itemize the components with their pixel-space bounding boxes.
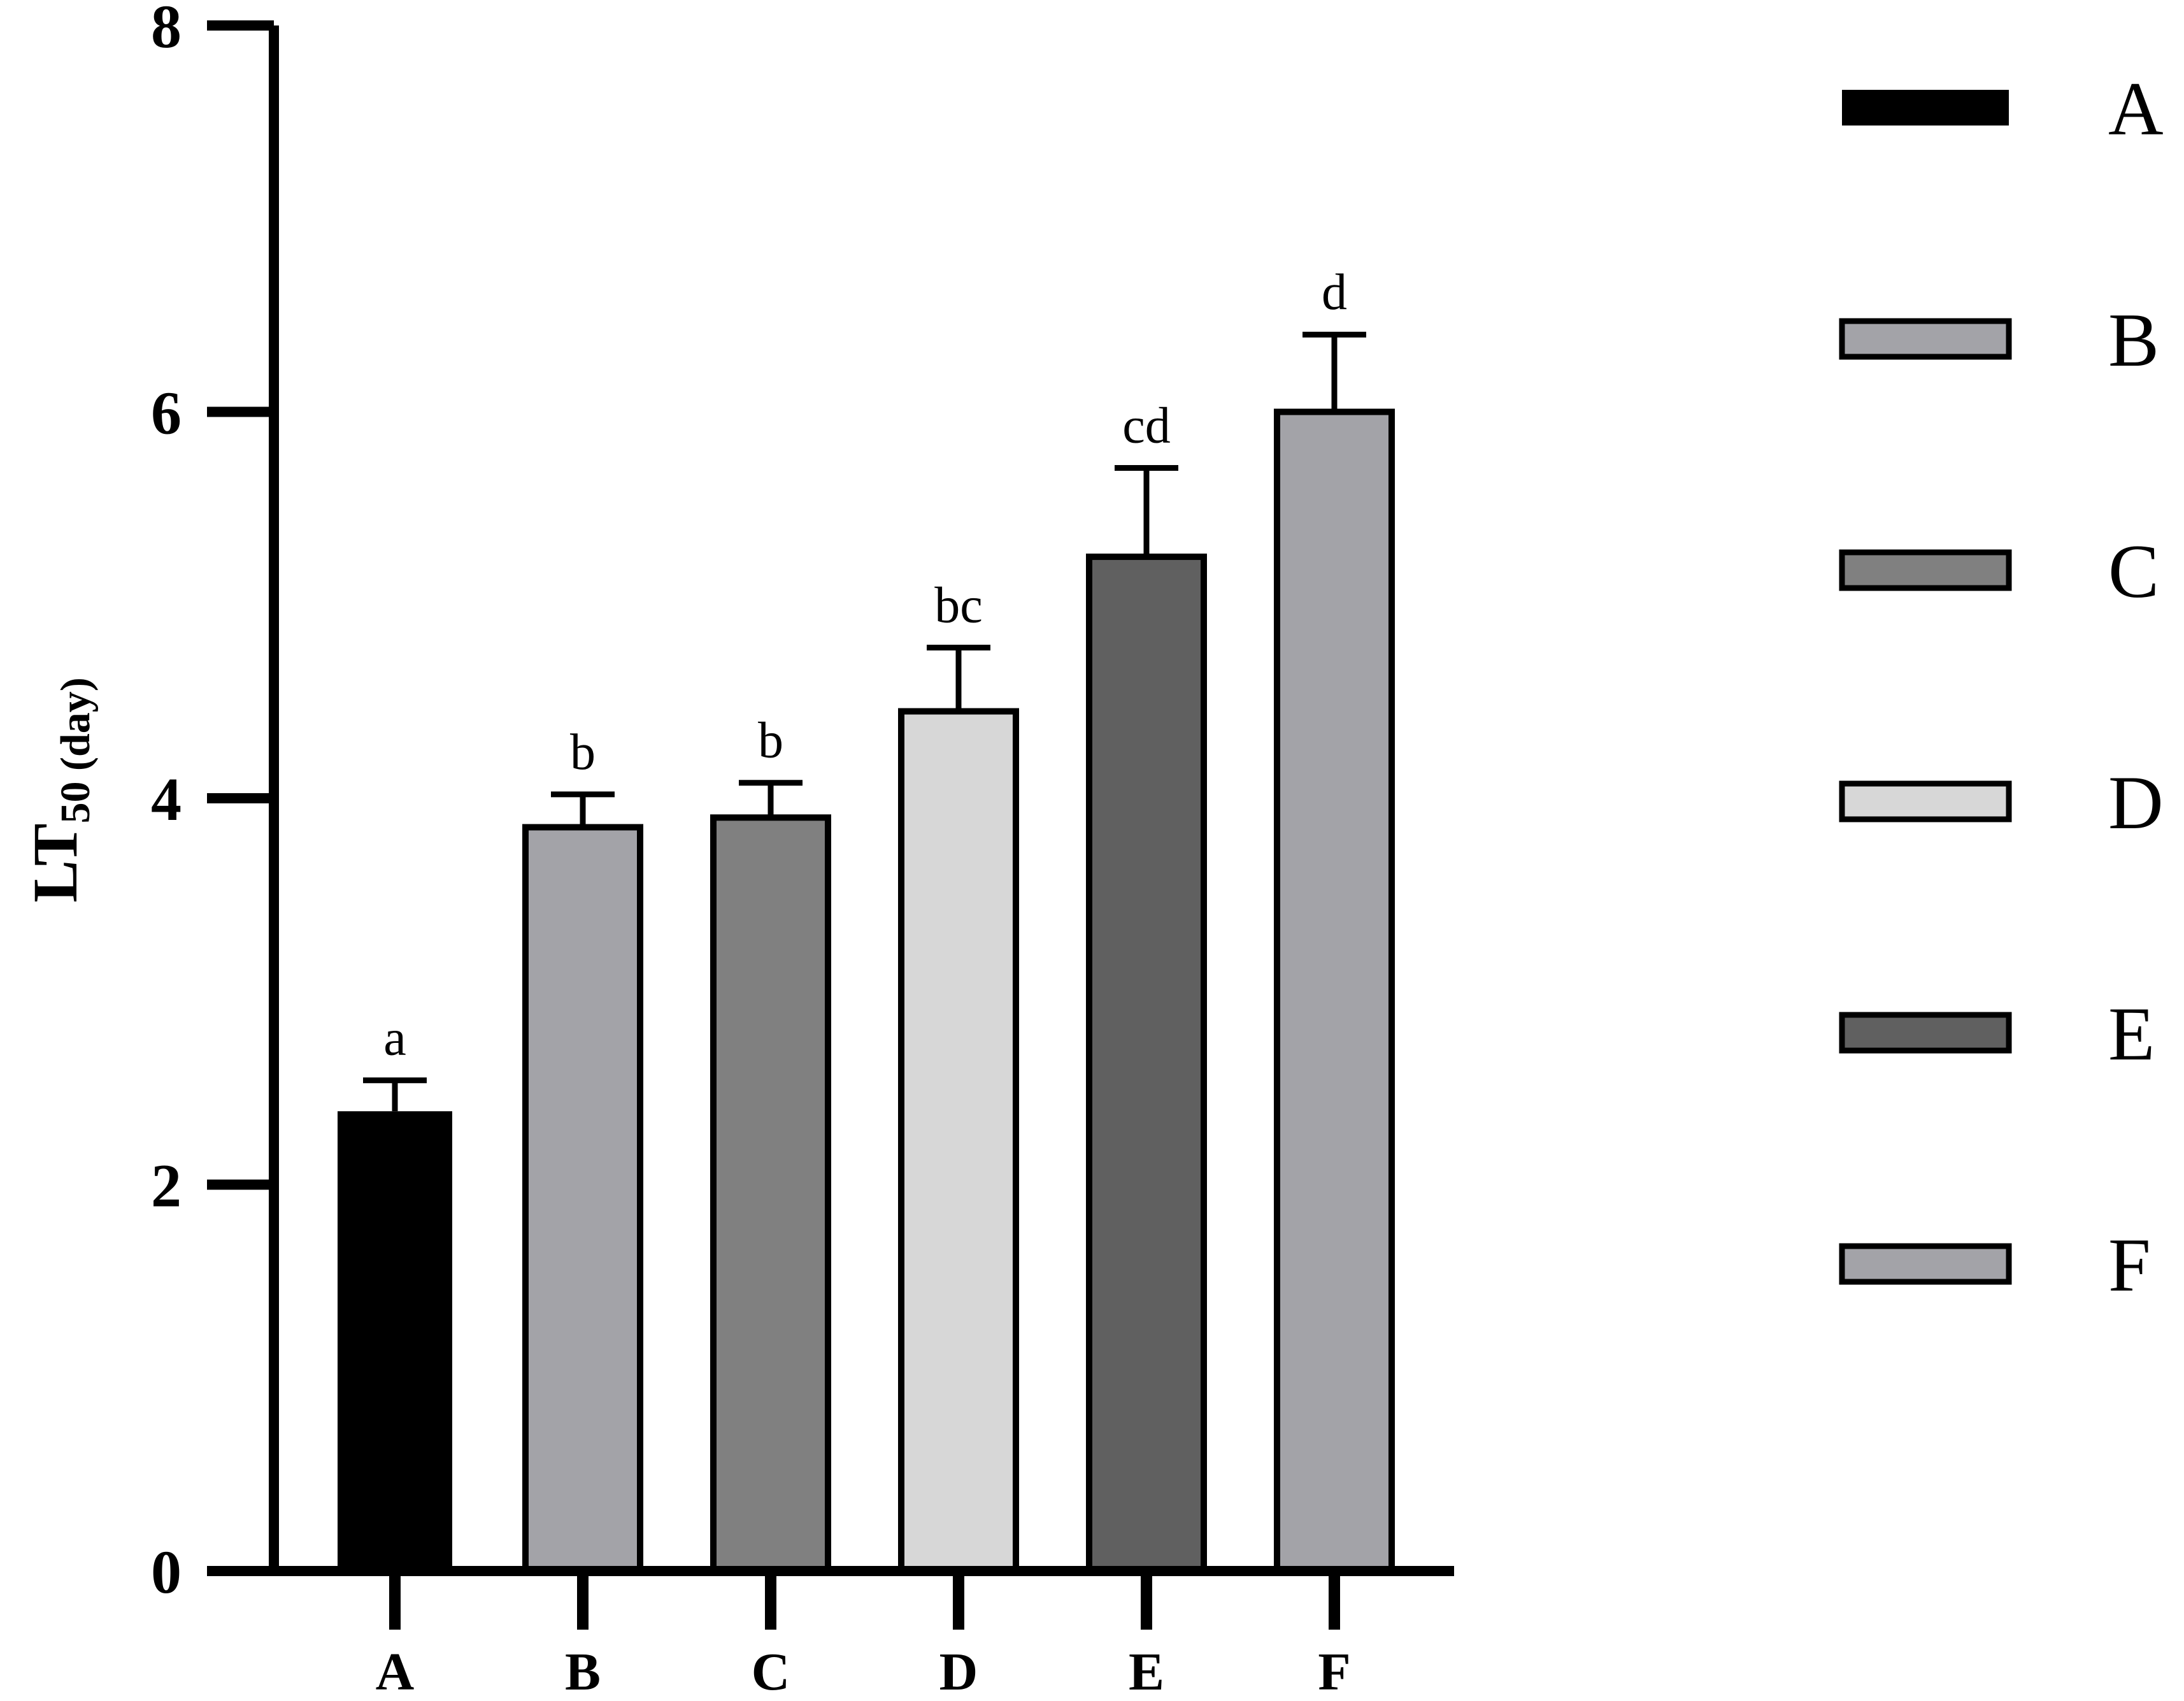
legend-swatch-c [1839, 549, 2012, 591]
bar-d [898, 708, 1019, 1574]
significance-label-e: cd [1122, 398, 1171, 454]
y-tick-label-6: 6 [151, 379, 182, 447]
bar-b [522, 824, 643, 1574]
bar-f [1274, 408, 1395, 1574]
bars-group [338, 408, 1395, 1574]
significance-label-d: bc [934, 577, 983, 633]
y-tick-label-4: 4 [151, 765, 182, 833]
legend-swatch-d [1839, 780, 2012, 822]
legend-label-e: E [2108, 991, 2155, 1076]
legend-label-d: D [2108, 760, 2164, 845]
significance-label-c: b [758, 713, 783, 769]
y-tick-label-8: 8 [151, 0, 182, 61]
error-bars-group [363, 331, 1366, 1112]
y-tick-label-2: 2 [151, 1152, 182, 1220]
x-tick-label-e: E [1129, 1642, 1164, 1701]
legend-label-c: C [2108, 529, 2159, 614]
bar-a [338, 1111, 452, 1571]
legend-label-f: F [2108, 1223, 2151, 1307]
significance-label-f: d [1322, 264, 1347, 320]
x-tick-label-b: B [565, 1642, 601, 1701]
axes-group: A B C D E F 0 2 4 6 8 [151, 0, 1454, 1701]
legend-swatch-b [1839, 318, 2012, 360]
significance-label-a: a [383, 1010, 406, 1066]
x-tick-label-a: A [376, 1642, 415, 1701]
legend-swatch-f [1839, 1243, 2012, 1285]
y-tick-label-0: 0 [151, 1538, 182, 1606]
legend: A B C D E F [1839, 66, 2164, 1307]
x-tick-label-f: F [1318, 1642, 1350, 1701]
bar-c [710, 814, 831, 1574]
svg-text:LT50 (day): LT50 (day) [20, 677, 99, 902]
x-tick-label-d: D [939, 1642, 978, 1701]
bar-e [1086, 553, 1207, 1574]
legend-swatch-e [1839, 1012, 2012, 1054]
y-axis-label-subscript: 50 (day) [52, 677, 99, 823]
legend-label-a: A [2108, 66, 2164, 151]
legend-swatch-a [1842, 90, 2009, 126]
y-axis-label: LT50 (day) [20, 677, 99, 902]
significance-labels-group: a b b bc cd d [383, 264, 1347, 1066]
significance-label-b: b [570, 724, 596, 780]
legend-label-b: B [2108, 298, 2159, 382]
x-tick-label-c: C [752, 1642, 790, 1701]
y-axis-label-main: LT [20, 823, 90, 902]
